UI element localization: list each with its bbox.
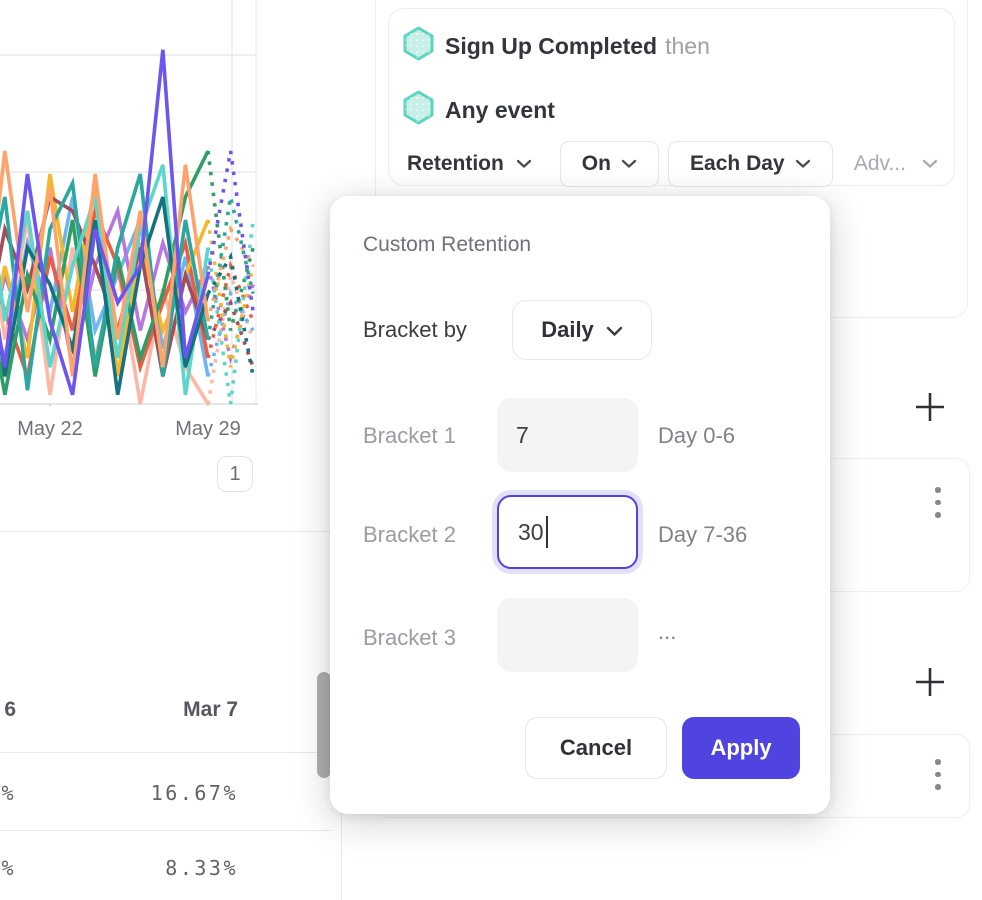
bracket-1-range: Day 0-6 xyxy=(658,423,736,448)
event-name: Sign Up Completed xyxy=(445,32,658,59)
table-cell-retention: 16.67% xyxy=(150,781,238,805)
text-cursor xyxy=(545,516,548,548)
plus-icon xyxy=(914,391,946,426)
measurement-dropdown[interactable]: Retention xyxy=(407,152,532,176)
custom-retention-modal: Custom Retention Bracket by Daily Bracke… xyxy=(330,196,830,814)
bracket-1-input[interactable]: 7 xyxy=(497,398,638,472)
bracket-3-input[interactable] xyxy=(497,598,638,672)
event-step-2[interactable]: Any event xyxy=(403,90,555,130)
bracket-3-range: ... xyxy=(658,619,677,644)
modal-title: Custom Retention xyxy=(363,233,532,256)
event-step-1[interactable]: Sign Up Completed then xyxy=(403,26,710,66)
bracket-by-label: Bracket by xyxy=(363,317,467,342)
on-dropdown[interactable]: On xyxy=(559,141,659,187)
table-scrollbar-thumb[interactable] xyxy=(317,672,331,778)
chevron-down-icon xyxy=(795,157,811,172)
table-cell-left-truncated: % xyxy=(1,856,16,880)
kebab-menu-icon xyxy=(935,759,941,790)
section-overflow-menu-button[interactable] xyxy=(927,757,949,797)
event-hexagon-icon xyxy=(403,90,434,130)
retention-line-chart[interactable] xyxy=(0,0,262,406)
events-panel: Sign Up Completed then Any event Retentio… xyxy=(388,8,955,187)
pagination-page-1-button[interactable]: 1 xyxy=(217,456,253,492)
apply-button[interactable]: Apply xyxy=(682,717,800,779)
table-header-mar7: Mar 7 xyxy=(183,698,238,721)
bracket-2-label: Bracket 2 xyxy=(363,522,456,547)
interval-dropdown[interactable]: Each Day xyxy=(667,141,833,187)
add-filter-button[interactable] xyxy=(913,391,947,425)
x-axis-tick-may29: May 29 xyxy=(175,418,241,440)
chevron-down-icon xyxy=(516,157,532,172)
bracket-2-range: Day 7-36 xyxy=(658,522,748,547)
table-cell-left-truncated: % xyxy=(1,781,16,805)
advanced-dropdown[interactable]: Adv... xyxy=(854,152,938,176)
add-breakdown-button[interactable] xyxy=(913,666,947,700)
table-row-divider xyxy=(0,830,332,831)
chart-series xyxy=(0,49,255,405)
chevron-down-icon xyxy=(922,157,938,172)
cancel-button[interactable]: Cancel xyxy=(525,717,667,779)
chevron-down-icon xyxy=(606,317,623,343)
kebab-menu-icon xyxy=(935,487,941,518)
table-header-left-truncated: 6 xyxy=(4,698,16,721)
bracket-2-input[interactable]: 30 xyxy=(497,495,638,569)
table-header-divider xyxy=(0,752,332,753)
table-cell-retention: 8.33% xyxy=(165,856,238,880)
plus-icon xyxy=(914,666,946,701)
x-axis-tick-may22: May 22 xyxy=(17,418,83,440)
event-hexagon-icon xyxy=(403,26,434,66)
event-suffix-then: then xyxy=(665,32,710,59)
bracket-3-label: Bracket 3 xyxy=(363,625,456,650)
bracket-by-dropdown[interactable]: Daily xyxy=(512,300,652,360)
query-controls-row: Retention On Each Day Adv... xyxy=(407,141,938,187)
bracket-1-label: Bracket 1 xyxy=(363,423,456,448)
section-overflow-menu-button[interactable] xyxy=(927,485,949,525)
event-name: Any event xyxy=(445,96,555,123)
chevron-down-icon xyxy=(621,157,637,172)
table-top-divider xyxy=(0,531,341,532)
